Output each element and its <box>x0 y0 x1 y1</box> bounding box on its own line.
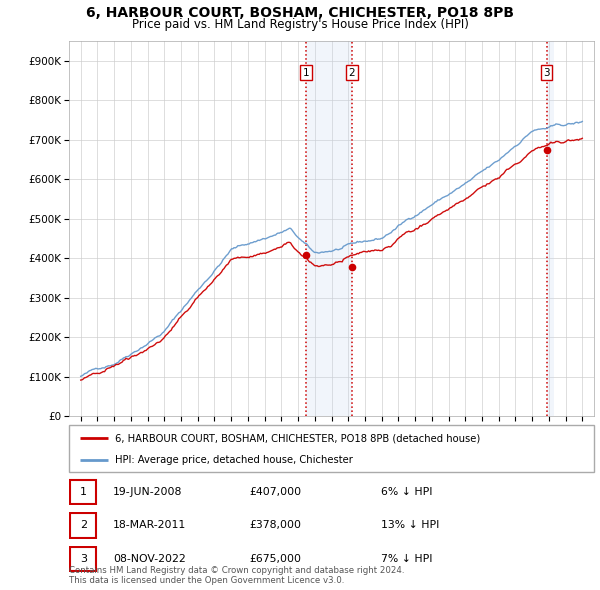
Text: 18-MAR-2011: 18-MAR-2011 <box>113 520 186 530</box>
FancyBboxPatch shape <box>70 547 97 571</box>
Bar <box>547 41 554 416</box>
Text: HPI: Average price, detached house, Chichester: HPI: Average price, detached house, Chic… <box>115 455 353 465</box>
Text: 7% ↓ HPI: 7% ↓ HPI <box>381 554 433 564</box>
Text: 3: 3 <box>80 554 87 564</box>
Text: 13% ↓ HPI: 13% ↓ HPI <box>381 520 439 530</box>
Text: 08-NOV-2022: 08-NOV-2022 <box>113 554 185 564</box>
Text: 1: 1 <box>302 68 309 78</box>
Text: Contains HM Land Registry data © Crown copyright and database right 2024.
This d: Contains HM Land Registry data © Crown c… <box>69 566 404 585</box>
Text: 6, HARBOUR COURT, BOSHAM, CHICHESTER, PO18 8PB (detached house): 6, HARBOUR COURT, BOSHAM, CHICHESTER, PO… <box>115 433 481 443</box>
Text: £675,000: £675,000 <box>249 554 301 564</box>
Text: 3: 3 <box>543 68 550 78</box>
Bar <box>306 41 352 416</box>
FancyBboxPatch shape <box>70 513 97 537</box>
Text: 6, HARBOUR COURT, BOSHAM, CHICHESTER, PO18 8PB: 6, HARBOUR COURT, BOSHAM, CHICHESTER, PO… <box>86 6 514 20</box>
Text: 19-JUN-2008: 19-JUN-2008 <box>113 487 182 497</box>
FancyBboxPatch shape <box>69 425 594 472</box>
Text: Price paid vs. HM Land Registry's House Price Index (HPI): Price paid vs. HM Land Registry's House … <box>131 18 469 31</box>
Text: 2: 2 <box>80 520 87 530</box>
FancyBboxPatch shape <box>70 480 97 504</box>
Text: 2: 2 <box>349 68 355 78</box>
Text: 6% ↓ HPI: 6% ↓ HPI <box>381 487 433 497</box>
Text: £407,000: £407,000 <box>249 487 301 497</box>
Text: 1: 1 <box>80 487 87 497</box>
Text: £378,000: £378,000 <box>249 520 301 530</box>
